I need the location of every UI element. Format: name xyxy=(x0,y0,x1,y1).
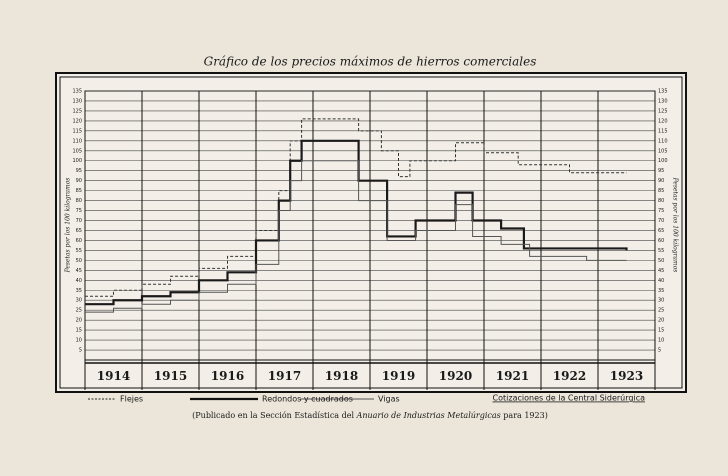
legend-label: Flejes xyxy=(120,395,143,404)
y-tick-label: 45 xyxy=(76,268,82,274)
y-tick-label: 75 xyxy=(76,208,82,214)
y2-tick-label: 135 xyxy=(658,89,668,95)
y2-tick-label: 60 xyxy=(658,238,664,244)
y-tick-label: 55 xyxy=(76,248,82,254)
inner-frame xyxy=(59,76,683,389)
y2-tick-label: 120 xyxy=(658,118,668,124)
y2-tick-label: 80 xyxy=(658,198,664,204)
y2-tick-label: 55 xyxy=(658,248,664,254)
frame xyxy=(55,72,687,393)
y-tick-label: 85 xyxy=(76,188,82,194)
y-tick-label: 15 xyxy=(76,328,82,334)
y2-tick-label: 115 xyxy=(658,128,668,134)
y2-axis-title: Pesetas por los 100 kilogramos xyxy=(672,177,679,273)
y2-tick-label: 35 xyxy=(658,288,664,294)
y-tick-label: 20 xyxy=(76,318,82,324)
x-tick-label: 1920 xyxy=(439,369,472,383)
x-tick-label: 1922 xyxy=(553,369,586,383)
y2-tick-label: 5 xyxy=(658,348,661,354)
series-line xyxy=(85,118,627,297)
x-tick-label: 1918 xyxy=(325,369,358,383)
x-tick-label: 1916 xyxy=(211,369,244,383)
legend-label: Redondos y cuadrados xyxy=(262,395,353,404)
y-tick-label: 5 xyxy=(79,348,82,354)
y-tick-label: 100 xyxy=(72,158,82,164)
x-tick-label: 1919 xyxy=(382,369,415,383)
y2-tick-label: 30 xyxy=(658,298,664,304)
caption: (Publicado en la Sección Estadística del… xyxy=(192,411,548,420)
y2-tick-label: 90 xyxy=(658,178,664,184)
x-tick-label: 1915 xyxy=(154,369,187,383)
y-tick-label: 105 xyxy=(72,148,82,154)
y2-tick-label: 65 xyxy=(658,228,664,234)
y-tick-label: 80 xyxy=(76,198,82,204)
y2-tick-label: 40 xyxy=(658,278,664,284)
y-tick-label: 60 xyxy=(76,238,82,244)
x-tick-label: 1914 xyxy=(97,369,130,383)
caption-part: (Publicado en la Sección Estadística del xyxy=(192,411,356,420)
y2-tick-label: 70 xyxy=(658,218,664,224)
y2-tick-label: 110 xyxy=(658,138,668,144)
y-tick-label: 25 xyxy=(76,308,82,314)
series-line xyxy=(85,160,627,313)
y-tick-label: 95 xyxy=(76,168,82,174)
y-tick-label: 10 xyxy=(76,338,82,344)
y-tick-label: 65 xyxy=(76,228,82,234)
y-tick-label: 125 xyxy=(72,108,82,114)
y2-tick-label: 10 xyxy=(658,338,664,344)
y-tick-label: 90 xyxy=(76,178,82,184)
y-axis-title: Pesetas por los 100 kilogramos xyxy=(65,178,72,274)
y-tick-label: 70 xyxy=(76,218,82,224)
y-tick-label: 110 xyxy=(72,138,82,144)
y2-tick-label: 95 xyxy=(658,168,664,174)
y2-tick-label: 85 xyxy=(658,188,664,194)
x-tick-label: 1917 xyxy=(268,369,301,383)
caption-part: Anuario de Industrias Metalúrgicas xyxy=(356,411,501,420)
y2-tick-label: 125 xyxy=(658,108,668,114)
caption-part: para 1923) xyxy=(501,411,548,420)
y-tick-label: 130 xyxy=(72,98,82,104)
y-tick-label: 120 xyxy=(72,118,82,124)
chart-title: Gráfico de los precios máximos de hierro… xyxy=(204,55,537,69)
y-tick-label: 35 xyxy=(76,288,82,294)
y2-tick-label: 50 xyxy=(658,258,664,264)
y-tick-label: 50 xyxy=(76,258,82,264)
y2-tick-label: 100 xyxy=(658,158,668,164)
source-note: Cotizaciones de la Central Siderúrgica xyxy=(493,394,646,403)
y2-tick-label: 45 xyxy=(658,268,664,274)
legend-label: Vigas xyxy=(378,395,400,404)
y-tick-label: 135 xyxy=(72,89,82,95)
y2-tick-label: 105 xyxy=(658,148,668,154)
y-tick-label: 30 xyxy=(76,298,82,304)
y2-tick-label: 20 xyxy=(658,318,664,324)
y-tick-label: 115 xyxy=(72,128,82,134)
y2-tick-label: 75 xyxy=(658,208,664,214)
y-tick-label: 40 xyxy=(76,278,82,284)
y2-tick-label: 15 xyxy=(658,328,664,334)
y2-tick-label: 25 xyxy=(658,308,664,314)
x-tick-label: 1923 xyxy=(610,369,643,383)
x-tick-label: 1921 xyxy=(496,369,529,383)
y2-tick-label: 130 xyxy=(658,98,668,104)
